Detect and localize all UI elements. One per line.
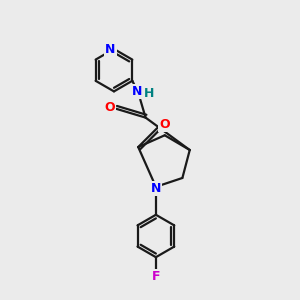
Text: H: H (144, 87, 154, 100)
Text: N: N (105, 43, 116, 56)
Text: F: F (152, 270, 160, 283)
Text: N: N (151, 182, 161, 195)
Text: O: O (104, 101, 115, 114)
Text: N: N (132, 85, 142, 98)
Text: O: O (159, 118, 170, 131)
